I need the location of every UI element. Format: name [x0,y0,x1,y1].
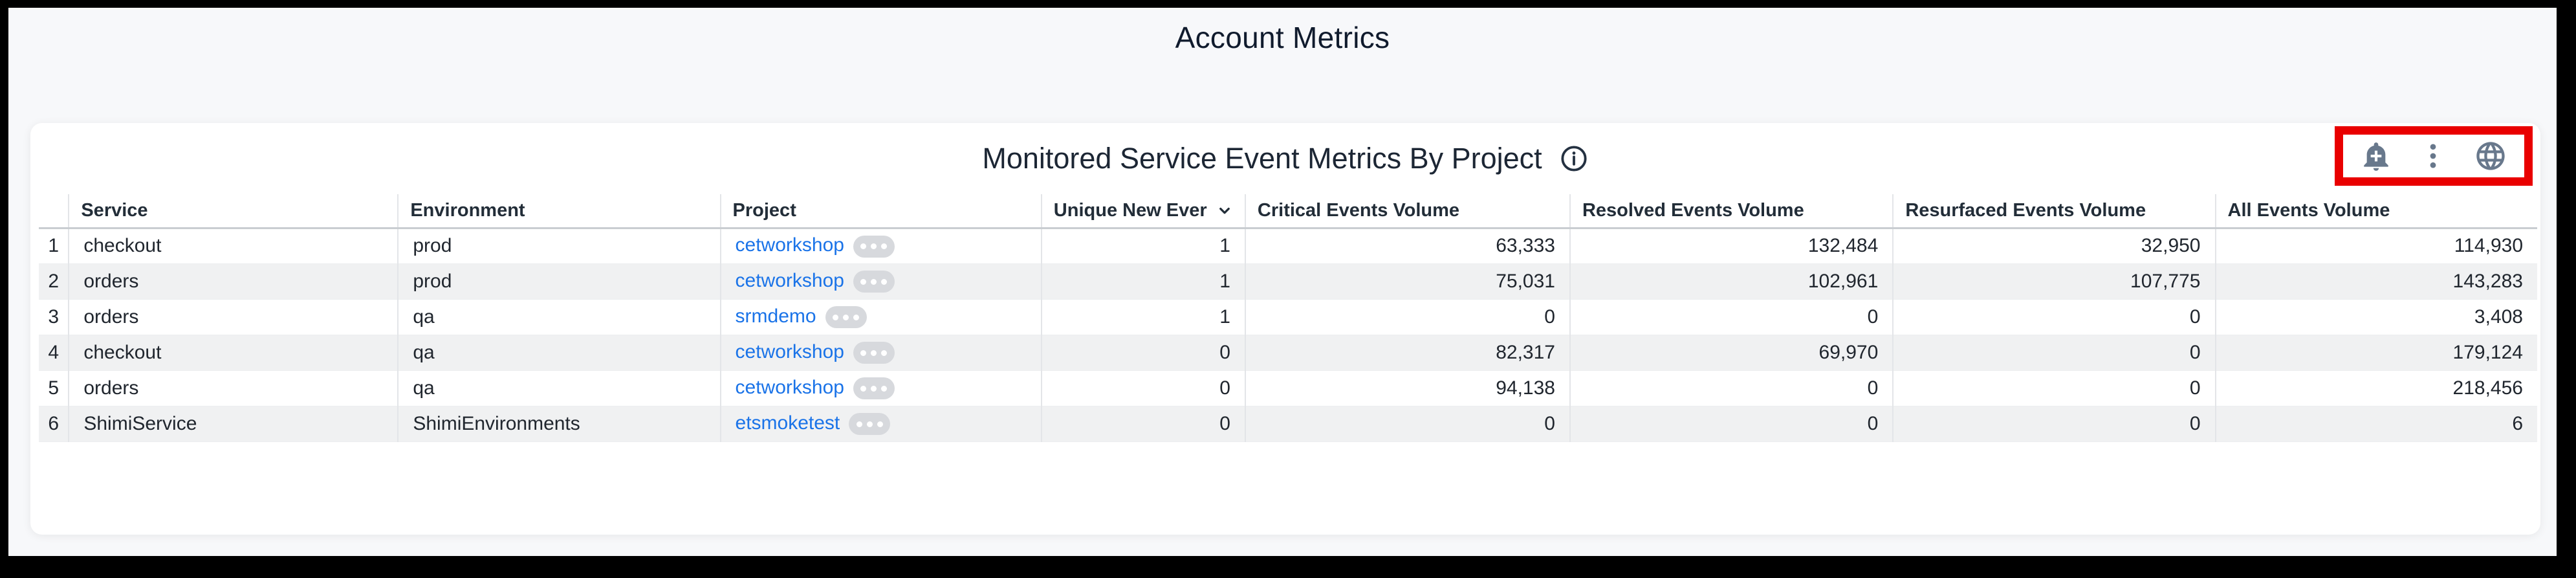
metrics-panel: Monitored Service Event Metrics By Proje… [30,123,2540,535]
cell-service: checkout [68,228,398,264]
cell-all: 179,124 [2214,335,2537,371]
cell-critical: 82,317 [1244,335,1570,371]
project-link[interactable]: cetworkshop [735,376,844,398]
column-header-resurfaced-events[interactable]: Resurfaced Events Volume [1892,194,2216,229]
cell-all: 6 [2214,406,2537,442]
column-header-environment[interactable]: Environment [397,194,721,229]
cell-num: 5 [39,370,69,406]
cell-resurfaced: 107,775 [1892,263,2216,300]
cell-unique_new_ever: 1 [1040,263,1245,300]
add-alert-icon[interactable] [2360,140,2392,172]
cell-num: 4 [39,335,69,371]
cell-service: orders [68,299,398,335]
table-body: 1 checkout prod cetworkshop 1 63,333 132,484 32… [39,228,2537,442]
column-header-all-events[interactable]: All Events Volume [2214,194,2537,229]
table-row: 4 checkout qa cetworkshop 0 82,317 69,970 0 179,… [39,335,2537,371]
column-header-project[interactable]: Project [719,194,1042,229]
table-header-row: Service Environment Project Unique New E… [39,194,2537,229]
cell-resurfaced: 32,950 [1892,228,2216,264]
column-header-service[interactable]: Service [68,194,398,229]
cell-environment: prod [397,263,721,300]
column-header-index [39,194,69,229]
cell-resolved: 69,970 [1569,335,1894,371]
project-link[interactable]: srmdemo [735,305,816,327]
data-links-pill[interactable] [853,271,895,293]
cell-resurfaced: 0 [1892,406,2216,442]
page-title: Account Metrics [1175,21,1390,54]
cell-all: 218,456 [2214,370,2537,406]
column-header-unique-new-ever[interactable]: Unique New Ever [1040,194,1245,229]
cell-resolved: 132,484 [1569,228,1894,264]
table-row: 2 orders prod cetworkshop 1 75,031 102,961 107,… [39,263,2537,300]
globe-icon[interactable] [2474,139,2507,173]
table-row: 6 ShimiService ShimiEnvironments etsmoketes… [39,406,2537,442]
metrics-table-wrap: Service Environment Project Unique New E… [39,194,2537,442]
cell-resolved: 0 [1569,299,1894,335]
cell-all: 143,283 [2214,263,2537,300]
cell-resolved: 102,961 [1569,263,1894,300]
panel-header: Monitored Service Event Metrics By Proje… [30,123,2540,194]
cell-unique_new_ever: 1 [1040,299,1245,335]
cell-environment: prod [397,228,721,264]
cell-environment: qa [397,335,721,371]
chevron-down-icon [1215,201,1233,220]
cell-project: cetworkshop [719,228,1042,264]
cell-unique_new_ever: 0 [1040,335,1245,371]
panel-title: Monitored Service Event Metrics By Proje… [982,142,1588,175]
cell-project: cetworkshop [719,335,1042,371]
data-links-pill[interactable] [853,235,895,258]
table-row: 1 checkout prod cetworkshop 1 63,333 132,484 32… [39,228,2537,264]
project-link[interactable]: cetworkshop [735,234,844,256]
panel-title-text: Monitored Service Event Metrics By Proje… [982,142,1542,175]
data-links-pill[interactable] [825,306,867,329]
cell-project: srmdemo [719,299,1042,335]
info-icon[interactable] [1559,144,1589,173]
cell-service: ShimiService [68,406,398,442]
cell-resurfaced: 0 [1892,299,2216,335]
cell-environment: qa [397,299,721,335]
project-link[interactable]: cetworkshop [735,340,844,362]
cell-critical: 0 [1244,299,1570,335]
cell-unique_new_ever: 0 [1040,406,1245,442]
cell-resolved: 0 [1569,406,1894,442]
cell-critical: 75,031 [1244,263,1570,300]
cell-num: 3 [39,299,69,335]
cell-num: 6 [39,406,69,442]
cell-critical: 0 [1244,406,1570,442]
cell-environment: ShimiEnvironments [397,406,721,442]
cell-project: cetworkshop [719,370,1042,406]
cell-service: checkout [68,335,398,371]
cell-project: etsmoketest [719,406,1042,442]
cell-service: orders [68,370,398,406]
cell-critical: 94,138 [1244,370,1570,406]
cell-environment: qa [397,370,721,406]
cell-unique_new_ever: 0 [1040,370,1245,406]
cell-resurfaced: 0 [1892,370,2216,406]
cell-critical: 63,333 [1244,228,1570,264]
metrics-table: Service Environment Project Unique New E… [39,194,2537,442]
data-links-pill[interactable] [853,342,895,364]
data-links-pill[interactable] [849,413,891,436]
cell-all: 114,930 [2214,228,2537,264]
column-header-resolved-events[interactable]: Resolved Events Volume [1569,194,1894,229]
cell-num: 1 [39,228,69,264]
cell-all: 3,408 [2214,299,2537,335]
column-header-critical-events[interactable]: Critical Events Volume [1244,194,1570,229]
data-links-pill[interactable] [853,377,895,400]
cell-unique_new_ever: 1 [1040,228,1245,264]
table-row: 5 orders qa cetworkshop 0 94,138 0 0 218,456 [39,370,2537,406]
cell-service: orders [68,263,398,300]
project-link[interactable]: etsmoketest [735,412,840,434]
highlight-rectangle [2335,126,2533,186]
cell-num: 2 [39,263,69,300]
cell-resolved: 0 [1569,370,1894,406]
table-row: 3 orders qa srmdemo 1 0 0 0 3,408 [39,299,2537,335]
kebab-menu-icon[interactable] [2417,140,2449,172]
cell-project: cetworkshop [719,263,1042,300]
cell-resurfaced: 0 [1892,335,2216,371]
project-link[interactable]: cetworkshop [735,269,844,291]
